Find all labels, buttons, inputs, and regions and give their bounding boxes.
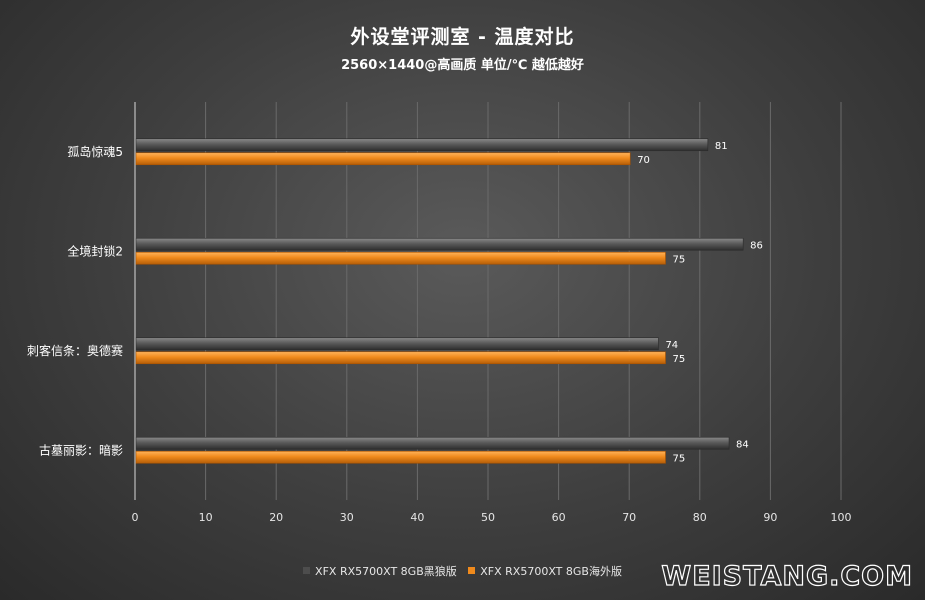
category-label: 孤岛惊魂5 xyxy=(67,144,123,159)
data-label: 70 xyxy=(637,155,650,166)
legend-label-series-1: XFX RX5700XT 8GB黑狼版 xyxy=(315,565,457,578)
x-tick-label: 50 xyxy=(481,511,495,524)
chart-title: 外设堂评测室 - 温度对比 xyxy=(350,26,575,48)
x-tick-label: 10 xyxy=(199,511,213,524)
legend: XFX RX5700XT 8GB黑狼版 XFX RX5700XT 8GB海外版 xyxy=(0,563,925,579)
bar-series-1 xyxy=(135,337,659,351)
watermark-logo: WEISTANG.COM xyxy=(661,560,913,592)
bar-series-2 xyxy=(135,351,666,365)
bar-series-1 xyxy=(135,237,744,251)
bar-series-2 xyxy=(135,450,666,464)
x-tick-label: 80 xyxy=(693,511,707,524)
legend-label-series-2: XFX RX5700XT 8GB海外版 xyxy=(480,565,622,578)
legend-item-series-2: XFX RX5700XT 8GB海外版 xyxy=(468,563,622,579)
category-label: 刺客信条：奥德赛 xyxy=(27,343,123,358)
x-tick-label: 70 xyxy=(622,511,636,524)
bar-series-1 xyxy=(135,436,730,450)
data-label: 81 xyxy=(715,141,728,152)
x-tick-label: 30 xyxy=(340,511,354,524)
legend-swatch-series-1 xyxy=(303,567,311,574)
x-tick-label: 100 xyxy=(831,511,852,524)
bar-series-1 xyxy=(135,138,709,152)
legend-item-series-1: XFX RX5700XT 8GB黑狼版 xyxy=(303,563,457,579)
x-tick-label: 40 xyxy=(410,511,424,524)
x-tick-label: 90 xyxy=(763,511,777,524)
data-label: 86 xyxy=(750,240,763,251)
x-tick-label: 20 xyxy=(269,511,283,524)
data-label: 75 xyxy=(673,453,686,464)
data-label: 75 xyxy=(673,354,686,365)
chart-subtitle: 2560×1440@高画质 单位/℃ 越低越好 xyxy=(341,58,584,73)
bar-series-2 xyxy=(135,251,666,265)
bar-series-2 xyxy=(135,152,631,166)
data-label: 74 xyxy=(665,340,678,351)
x-tick-label: 0 xyxy=(132,511,139,524)
legend-swatch-series-2 xyxy=(468,567,476,574)
data-label: 84 xyxy=(736,439,749,450)
data-label: 75 xyxy=(673,254,686,265)
category-label: 全境封锁2 xyxy=(67,243,123,258)
category-label: 古墓丽影：暗影 xyxy=(39,442,123,457)
x-tick-label: 60 xyxy=(552,511,566,524)
